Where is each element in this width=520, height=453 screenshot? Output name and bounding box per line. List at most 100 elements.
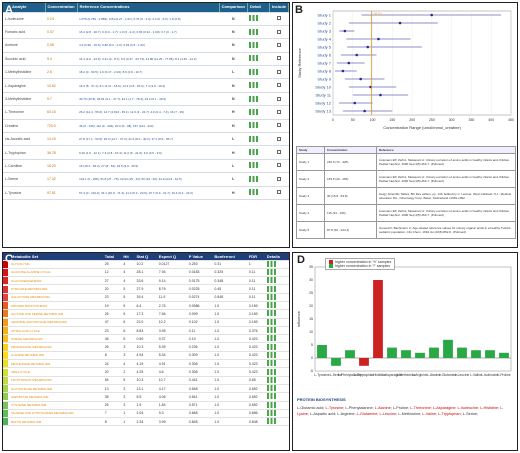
detail-sparkline-icon[interactable] xyxy=(249,68,259,75)
study-reference[interactable]: Lissmann EP, Ziefl A, Metasovic A: Urina… xyxy=(376,153,516,171)
metabolite-set-name[interactable]: TRYPTOPHAN METABOLISM xyxy=(9,376,103,385)
details-sparkline-icon[interactable] xyxy=(266,351,276,358)
metabolite-set-name[interactable]: METHIONINE METABOLISM xyxy=(9,359,103,369)
col-pvalue[interactable]: P Value xyxy=(186,253,213,261)
col-metabolite-set[interactable]: Metabolite Set xyxy=(9,253,103,261)
enrichment-row[interactable]: GLUCOSE-ALANINE CYCLE 12 4 28.1 7.94 0.0183 0.… xyxy=(3,268,289,278)
col-details[interactable]: Details xyxy=(264,253,289,261)
metabolite-set-name[interactable]: GLUCONEOGENESIS xyxy=(9,276,103,286)
metabolite-set-name[interactable]: TAURINE AND HYPOTAURINE METABOLISM xyxy=(9,409,103,419)
metabolite-set-name[interactable]: PROTEIN BIOSYNTHESIS xyxy=(9,301,103,311)
col-fdr[interactable]: FDR xyxy=(246,253,265,261)
enrichment-row[interactable]: GALACTOSE METABOLISM 23 5 39.4 11.9 0.0274 0.5… xyxy=(3,293,289,303)
metabolite-set-name[interactable]: ALANINE METABOLISM xyxy=(9,351,103,361)
col-total[interactable]: Total xyxy=(102,253,122,261)
include-checkbox[interactable] xyxy=(276,136,281,141)
col-reference[interactable]: Reference Concentrations xyxy=(77,3,220,13)
enrichment-row[interactable]: GLUCONEOGENESIS 27 4 33.6 9.14 0.0175 0.348 0.1… xyxy=(3,276,289,286)
enrichment-row[interactable]: CITRIC ACID CYCLE 23 6 8.83 3.95 0.11 1.0 0.376 xyxy=(3,326,289,336)
enrichment-row[interactable]: GLUTATHIONE METABOLISM 13 3 13.1 4.17 0.548 1.… xyxy=(3,384,289,394)
study-reference[interactable]: Lissmann EP, Ziefl A, Metasovic A: Urina… xyxy=(376,170,516,188)
metabolite-set-name[interactable]: PYRUVATE METABOLISM xyxy=(9,284,103,294)
study-reference[interactable]: Lissmann EP, Ziefl A, Metasovic A: Urina… xyxy=(376,204,516,222)
metabolite-set-name[interactable]: GLYCOLYSIS xyxy=(9,260,103,269)
include-checkbox[interactable] xyxy=(276,96,281,101)
metabolite-name[interactable]: 1-Methylhistidine xyxy=(3,65,45,80)
metabolite-name[interactable]: cis-Aconitic acid xyxy=(3,132,45,147)
enrichment-row[interactable]: CYSTEINE METABOLISM 26 3 1.9 1.84 0.571 1.0 0.6… xyxy=(3,401,289,410)
col-concentration[interactable]: Concentration xyxy=(45,3,78,13)
include-checkbox[interactable] xyxy=(276,150,281,155)
include-checkbox[interactable] xyxy=(276,83,281,88)
metabolite-name[interactable]: L-Carnitine xyxy=(3,159,45,174)
details-sparkline-icon[interactable] xyxy=(266,376,276,383)
study-reference[interactable]: Geigy Scientific Tables, 8th Rev edition… xyxy=(376,187,516,205)
metabolite-name[interactable]: Creatine xyxy=(3,119,45,134)
details-sparkline-icon[interactable] xyxy=(266,293,276,300)
metabolite-set-name[interactable]: PROPANOATE METABOLISM xyxy=(9,342,103,352)
metabolite-name[interactable]: L-Threonine xyxy=(3,105,45,120)
detail-sparkline-icon[interactable] xyxy=(249,149,259,156)
include-checkbox[interactable] xyxy=(276,190,281,195)
metabolite-name[interactable]: Fumaric acid xyxy=(3,25,45,40)
details-sparkline-icon[interactable] xyxy=(266,260,276,267)
enrichment-row[interactable]: PURINE METABOLISM 45 5 0.59 0.37 0.19 1.0 0.423 xyxy=(3,334,289,344)
metabolite-name[interactable]: L-Tryptophan xyxy=(3,145,45,160)
study-reference[interactable]: Guneral F, Bachmann C: Age-related refer… xyxy=(376,221,516,239)
include-checkbox[interactable] xyxy=(276,176,281,181)
col-expectq[interactable]: Expect Q xyxy=(156,253,187,261)
metabolite-name[interactable]: Succinic acid xyxy=(3,52,45,67)
metabolite-set-name[interactable]: GLUTATHIONE METABOLISM xyxy=(9,384,103,394)
details-sparkline-icon[interactable] xyxy=(266,385,276,392)
col-hit[interactable]: Hit xyxy=(121,253,135,261)
details-sparkline-icon[interactable] xyxy=(266,310,276,317)
enrichment-row[interactable]: BIOTIN METABOLISM 8 1 2.34 3.99 0.848 1.0 0.848 xyxy=(3,417,289,427)
detail-sparkline-icon[interactable] xyxy=(249,28,259,35)
enrichment-row[interactable]: ASPARTATE METABOLISM 35 3 5.5 4.06 0.541 1.0 0.… xyxy=(3,392,289,402)
col-include[interactable]: Include xyxy=(269,3,289,13)
details-sparkline-icon[interactable] xyxy=(266,285,276,292)
detail-sparkline-icon[interactable] xyxy=(249,55,259,62)
enrichment-row[interactable]: PROTEIN BIOSYNTHESIS 19 5 6.4 2.76 0.0986 1.0 0… xyxy=(3,301,289,311)
detail-sparkline-icon[interactable] xyxy=(249,95,259,102)
metabolite-set-name[interactable]: UREA CYCLE xyxy=(9,367,103,377)
details-sparkline-icon[interactable] xyxy=(266,343,276,350)
include-checkbox[interactable] xyxy=(276,109,281,114)
detail-sparkline-icon[interactable] xyxy=(249,175,259,182)
enrichment-row[interactable]: METHIONINE METABOLISM 24 4 4.19 4.91 0.308 1.0… xyxy=(3,359,289,369)
metabolite-set-name[interactable]: GLYCINE AND SERINE METABOLISM xyxy=(9,309,103,319)
metabolite-set-name[interactable]: BIOTIN METABOLISM xyxy=(9,417,103,427)
include-checkbox[interactable] xyxy=(276,163,281,168)
detail-sparkline-icon[interactable] xyxy=(249,82,259,89)
details-sparkline-icon[interactable] xyxy=(266,401,276,408)
detail-sparkline-icon[interactable] xyxy=(249,135,259,142)
metabolite-name[interactable]: L-Serine xyxy=(3,172,45,187)
metabolite-set-name[interactable]: PURINE METABOLISM xyxy=(9,334,103,344)
enrichment-row[interactable]: ARGININE AND PROLINE METABOLISM 47 6 22.0 10… xyxy=(3,318,289,327)
enrichment-row[interactable]: GLYCINE AND SERINE METABOLISM 26 5 17.3 7.66… xyxy=(3,309,289,319)
enrichment-row[interactable]: TRYPTOPHAN METABOLISM 54 5 10.3 10.7 0.441 1.0… xyxy=(3,376,289,385)
details-sparkline-icon[interactable] xyxy=(266,302,276,309)
metabolite-name[interactable]: L-Isoleucine xyxy=(3,12,45,26)
metabolite-set-name[interactable]: ARGININE AND PROLINE METABOLISM xyxy=(9,318,103,327)
enrichment-row[interactable]: PROPANOATE METABOLISM 26 3 10.3 5.39 0.236 1.0… xyxy=(3,342,289,352)
col-comparison[interactable]: Comparison xyxy=(219,3,248,13)
details-sparkline-icon[interactable] xyxy=(266,393,276,400)
metabolite-name[interactable]: L-Asparagine xyxy=(3,78,45,93)
metabolite-set-name[interactable]: GALACTOSE METABOLISM xyxy=(9,293,103,303)
details-sparkline-icon[interactable] xyxy=(266,318,276,325)
enrichment-row[interactable]: ALANINE METABOLISM 8 3 4.94 5.34 0.309 1.0 0.42… xyxy=(3,351,289,361)
details-sparkline-icon[interactable] xyxy=(266,418,276,425)
metabolite-name[interactable]: L-Tyrosine xyxy=(3,186,45,200)
details-sparkline-icon[interactable] xyxy=(266,360,276,367)
metabolite-set-name[interactable]: CYSTEINE METABOLISM xyxy=(9,401,103,410)
detail-sparkline-icon[interactable] xyxy=(249,122,259,129)
detail-sparkline-icon[interactable] xyxy=(249,41,259,48)
detail-sparkline-icon[interactable] xyxy=(249,15,259,22)
col-detail[interactable]: Detail xyxy=(247,3,270,13)
enrichment-row[interactable]: GLYCOLYSIS 25 4 10.2 0.0127 0.253 0.31 1 xyxy=(3,260,289,269)
metabolite-set-name[interactable]: CITRIC ACID CYCLE xyxy=(9,326,103,336)
detail-sparkline-icon[interactable] xyxy=(249,162,259,169)
col-analyte[interactable]: Analyte xyxy=(3,3,46,13)
col-bonferroni[interactable]: Bonferroni xyxy=(212,253,247,261)
